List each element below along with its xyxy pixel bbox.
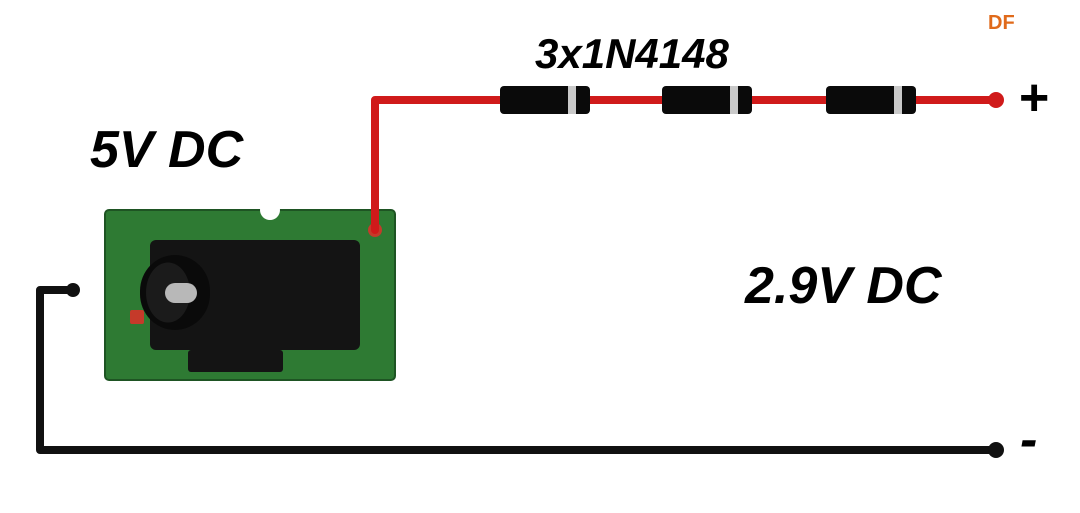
diode-cathode-band <box>894 86 902 114</box>
barrel-jack-foot <box>188 350 283 372</box>
diode-cathode-band <box>568 86 576 114</box>
diode-body <box>500 86 590 114</box>
terminal-negative <box>988 442 1004 458</box>
label-plus: + <box>1018 68 1048 128</box>
pcb-led <box>130 310 144 324</box>
label-diode-spec: 3x1N4148 <box>535 30 729 78</box>
pcb-notch <box>260 200 280 220</box>
diode-body <box>662 86 752 114</box>
diode-body <box>826 86 916 114</box>
diode-cathode-band <box>730 86 738 114</box>
terminal-positive <box>988 92 1004 108</box>
barrel-jack-pin <box>165 283 197 303</box>
label-input-voltage: 5V DC <box>90 120 243 180</box>
label-minus: - <box>1020 410 1037 470</box>
watermark-df: DF <box>988 12 1015 35</box>
label-output-voltage: 2.9V DC <box>745 256 942 316</box>
